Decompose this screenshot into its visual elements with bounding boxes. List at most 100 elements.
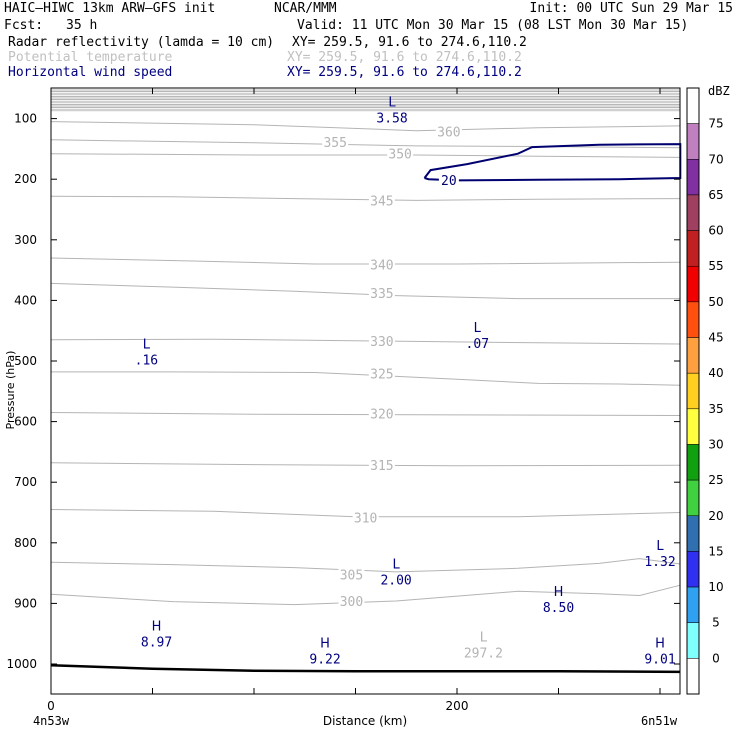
theta-contour-340 [50,257,681,265]
extremum-l-symbol: L [656,539,664,554]
colorbar-swatch [686,586,700,623]
theta-contour-label: 350 [388,148,411,163]
plot-frame [50,87,681,695]
extremum-l-symbol: L [474,321,482,336]
colorbar-unit: dBZ [708,84,730,98]
valid-time: Valid: 11 UTC Mon 30 Mar 15 (08 LST Mon … [297,18,689,33]
field-reflectivity-name: Radar reflectivity (lamda = 10 cm) [8,35,275,50]
theta-contour-320 [50,412,681,416]
theta-label-bg [387,146,414,161]
colorbar-swatch [686,337,700,374]
y-axis-label: Pressure (hPa) [4,351,17,430]
theta-contour-label: 345 [370,194,393,209]
forecast-label: Fcst: [4,18,44,33]
y-tick-label: 1000 [6,657,37,671]
field-wind-name: Horizontal wind speed [8,65,173,80]
colorbar-swatch [686,265,700,303]
extremum-h-symbol: H [655,637,665,652]
extremum-value: .07 [466,337,489,352]
theta-contour-label: 300 [340,595,363,610]
extremum-value: 8.50 [543,601,574,616]
colorbar-swatch [686,658,700,695]
extremum-value: 8.97 [141,636,172,651]
theta-label-bg [368,286,395,301]
theta-contour-label: 360 [437,125,460,140]
colorbar-swatch [686,230,700,267]
wind-contour-label: 20 [441,174,457,189]
colorbar-level-label: 10 [708,580,723,594]
theta-contour-335 [50,282,681,300]
x-tick-label: 0 [47,699,55,713]
theta-label-bg [368,257,395,272]
theta-label-bg [338,593,365,608]
extremum-l-symbol: L [392,557,400,572]
theta-contour-label: 325 [370,368,393,383]
wind-speed-contours: 20 [423,143,682,189]
potential-temperature-contours: 300 305 310 315 320 325 330 335 340 345 350 355 360 [50,121,681,610]
theta-label-bg [322,135,349,150]
theta-contour-label: 330 [370,335,393,350]
theta-contour-355 [50,139,681,149]
y-tick-label: 800 [14,536,37,550]
colorbar-level-label: 5 [712,616,720,630]
init-time: Init: 00 UTC Sun 29 Mar 15 [529,1,734,16]
colorbar-swatch [686,551,700,588]
extremum-l-symbol: L [388,96,396,111]
colorbar-level-label: 15 [708,544,723,558]
extremum-value: 9.01 [644,653,675,668]
theta-contour-label: 310 [354,511,377,526]
colorbar-level-label: 60 [708,224,723,238]
forecast-hours: 35 h [66,18,98,33]
extremum-h-symbol: H [554,585,564,600]
colorbar-level-label: 55 [708,259,723,273]
x-axis-ticks: 0 200 [47,88,661,713]
colorbar-swatch [686,408,700,445]
colorbar-swatch [686,515,700,552]
theta-contour-label: 335 [370,287,393,302]
field-wind-xy: XY= 259.5, 91.6 to 274.6,110.2 [287,65,522,80]
extremum-value: 9.22 [309,653,340,668]
colorbar-swatch [686,301,700,338]
extremum-h-symbol: H [320,637,330,652]
colorbar-swatch [686,87,700,124]
top-boundary-hatching [51,89,680,112]
extremum-value: 297.2 [464,647,503,662]
wind-label-bg [438,172,459,187]
theta-label-bg [338,567,365,582]
theta-contour-300 [50,584,681,606]
surface-line [50,663,681,674]
y-tick-label: 900 [14,596,37,610]
theta-contour-label: 320 [370,408,393,423]
x-axis-label: Distance (km) [323,714,407,728]
y-axis-ticks: 100 200 300 400 500 600 700 800 900 1000 [6,112,680,671]
colorbar-level-label: 0 [712,651,720,665]
field-reflectivity-xy: XY= 259.5, 91.6 to 274.6,110.2 [292,35,527,50]
theta-contour-label: 305 [340,568,363,583]
extremum-value: 2.00 [380,573,411,588]
x-tick-label: 200 [446,699,469,713]
colorbar-swatch [686,159,700,196]
theta-label-bg [368,334,395,349]
colorbar-level-label: 70 [708,152,723,166]
extremum-h-symbol: H [152,620,162,635]
theta-label-bg [435,124,462,139]
colorbar-level-label: 40 [708,366,723,380]
org-label: NCAR/MMM [274,1,337,16]
y-tick-label: 500 [14,354,37,368]
theta-contour-label: 355 [323,136,346,151]
theta-contour-label: 340 [370,259,393,274]
colorbar-level-label: 45 [708,331,723,345]
colorbar-level-label: 20 [708,509,723,523]
extremum-value: .16 [135,353,158,368]
colorbar-swatch [686,194,700,231]
colorbar-swatch [686,372,700,410]
colorbar-level-label: 65 [708,188,723,202]
theta-label-bg [368,458,395,473]
surface-pressure-line [50,663,681,674]
colorbar-level-label: 35 [708,402,723,416]
colorbar-level-label: 75 [708,117,723,131]
y-tick-label: 100 [14,112,37,126]
theta-contour-label: 315 [370,459,393,474]
